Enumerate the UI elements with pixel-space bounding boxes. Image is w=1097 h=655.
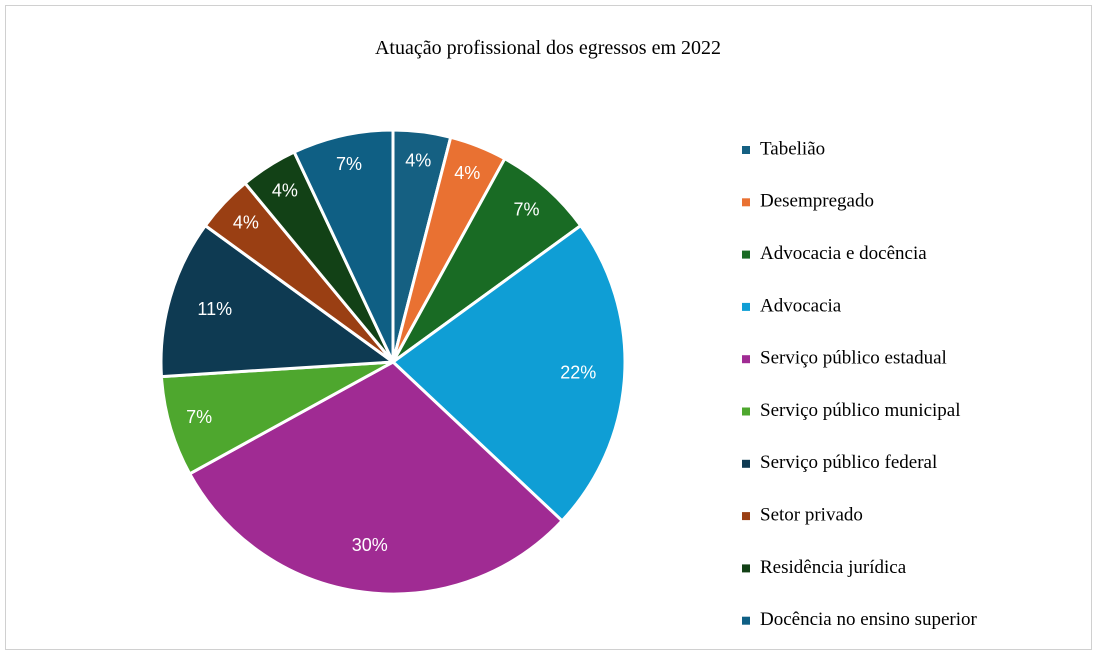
slice-label: 4% — [405, 151, 431, 171]
slice-label: 4% — [272, 180, 298, 200]
legend-swatch — [742, 459, 750, 468]
slice-label: 4% — [454, 163, 480, 183]
legend-text: Serviço público municipal — [760, 400, 961, 421]
chart-title: Atuação profissional dos egressos em 202… — [375, 37, 721, 59]
slice-label: 11% — [197, 299, 232, 319]
slice-label: 7% — [513, 199, 539, 219]
pie-slice — [391, 224, 627, 523]
legend-swatch — [742, 355, 750, 364]
legend-text: Docência no ensino superior — [760, 609, 978, 630]
legend-text: Residência jurídica — [760, 557, 907, 578]
legend-text: Setor privado — [760, 504, 863, 525]
legend-text: Serviço público federal — [760, 452, 937, 473]
legend-swatch — [742, 302, 750, 311]
legend-swatch — [742, 512, 750, 521]
pie-slice — [292, 128, 395, 364]
legend-text: Serviço público estadual — [760, 348, 947, 369]
pie-slice — [159, 360, 395, 476]
legend-swatch — [742, 146, 750, 154]
legend-text: Advocacia e docência — [760, 243, 927, 264]
pie-slice — [159, 224, 395, 379]
legend-swatch — [742, 198, 750, 207]
slice-label: 4% — [233, 213, 259, 233]
legend-swatch — [742, 407, 750, 416]
legend-swatch — [742, 250, 750, 259]
legend-swatch — [742, 616, 750, 625]
legend-text: Tabelião — [760, 138, 825, 159]
legend-text: Advocacia — [760, 295, 842, 316]
slice-label: 7% — [336, 154, 362, 174]
legend-swatch — [742, 564, 750, 573]
slice-label: 22% — [560, 362, 596, 382]
pie-slice — [391, 157, 583, 364]
slice-label: 30% — [352, 535, 388, 555]
slice-label: 7% — [186, 407, 212, 427]
pie-slice — [188, 360, 564, 596]
legend-text: Desempregado — [760, 191, 874, 212]
